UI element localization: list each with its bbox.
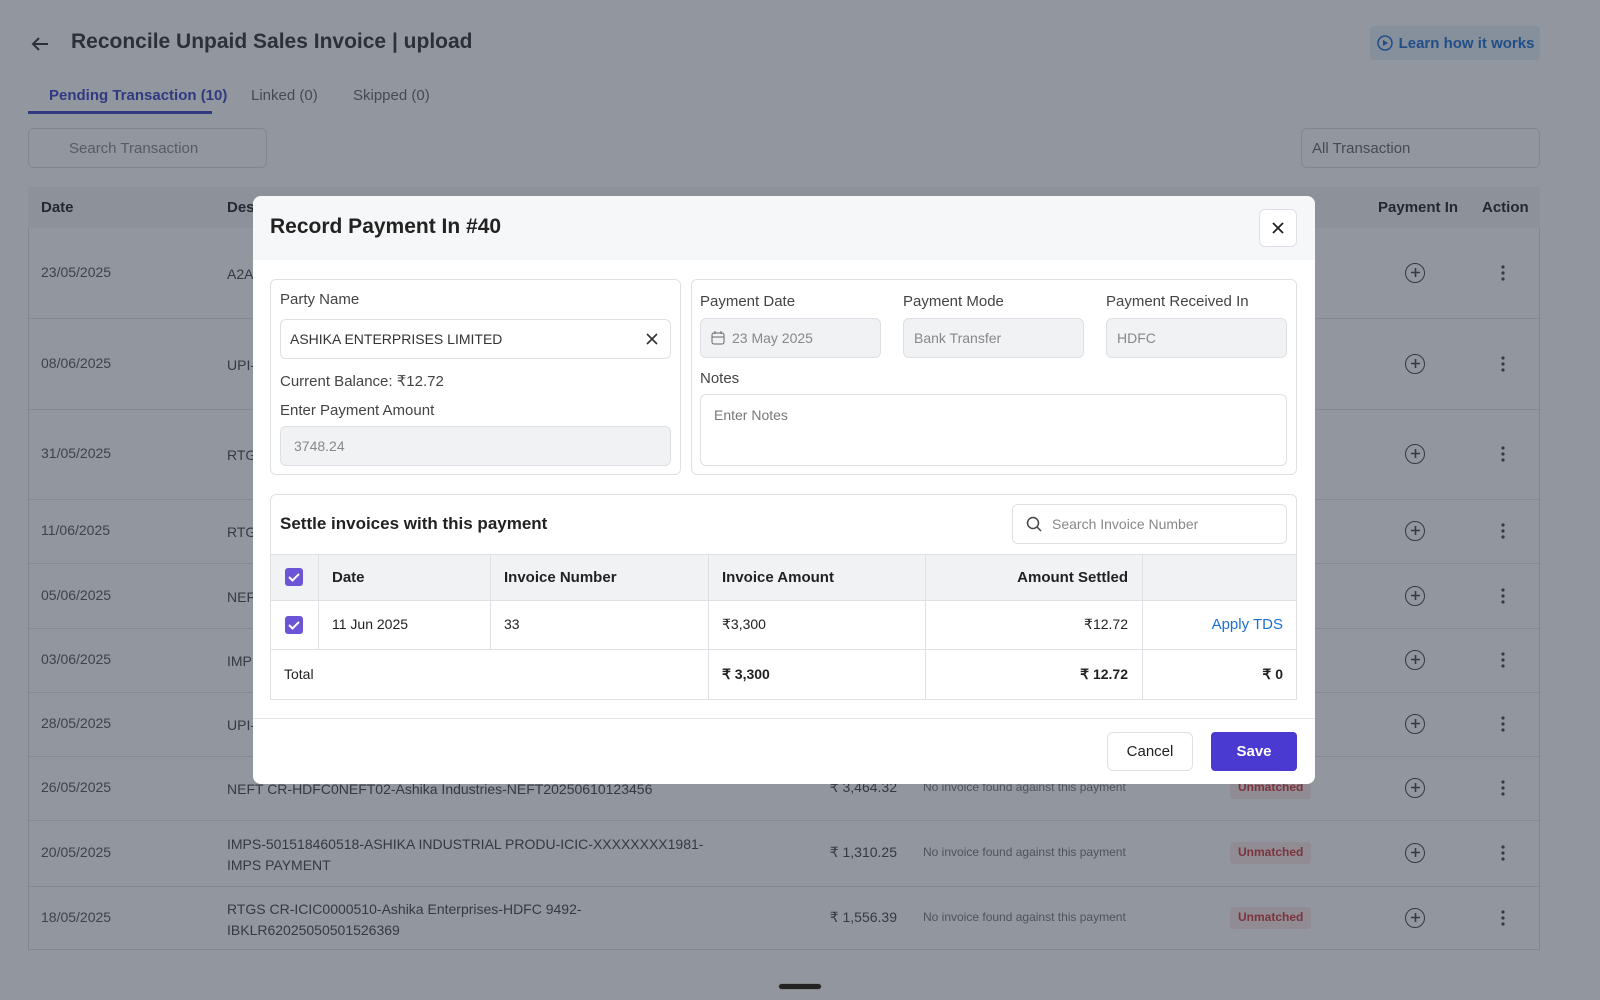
label: Notes <box>700 370 740 387</box>
invoice-header <box>270 554 1297 601</box>
total-settled: ₹ 12.72 <box>1080 666 1128 682</box>
column-header: Date <box>332 569 365 586</box>
mode-select[interactable]: Bank Transfer <box>903 318 1084 358</box>
settle-title: Settle invoices with this payment <box>280 514 548 533</box>
checkbox[interactable] <box>285 616 303 634</box>
balance: Current Balance: ₹12.72 <box>280 373 444 390</box>
label: Enter Payment Amount <box>280 402 435 419</box>
row-divider <box>270 649 1297 650</box>
column-header: Invoice Amount <box>722 569 834 586</box>
cancel-button[interactable]: Cancel <box>1107 732 1193 771</box>
invoice-amount: ₹3,300 <box>722 616 766 632</box>
notes-input[interactable]: Enter Notes <box>700 394 1287 466</box>
date-value: 23 May 2025 <box>732 330 813 346</box>
invoice-search[interactable]: Search Invoice Number <box>1012 504 1287 544</box>
party-input[interactable]: ASHIKA ENTERPRISES LIMITED <box>280 319 671 359</box>
save-button[interactable]: Save <box>1211 732 1297 771</box>
invoice-number: 33 <box>504 616 520 632</box>
invoice-date: 11 Jun 2025 <box>332 616 409 632</box>
close-button[interactable] <box>1259 209 1297 247</box>
label: Payment Mode <box>903 293 1004 310</box>
col-divider <box>708 554 709 700</box>
party-value: ASHIKA ENTERPRISES LIMITED <box>290 331 503 347</box>
label: Party Name <box>280 291 360 308</box>
label: Payment Received In <box>1106 293 1249 310</box>
search-placeholder: Search Invoice Number <box>1052 516 1199 532</box>
col-divider <box>1142 554 1143 700</box>
total-tds: ₹ 0 <box>1262 666 1283 682</box>
col-divider <box>1296 554 1297 700</box>
modal-header <box>253 196 1315 260</box>
received-select[interactable]: HDFC <box>1106 318 1287 358</box>
footer-divider <box>253 718 1315 719</box>
column-header: Amount Settled <box>1017 569 1128 586</box>
modal: Record Payment In #40 Party Name ASHIKA … <box>253 196 1315 784</box>
checkbox[interactable] <box>285 568 303 586</box>
amount-input[interactable]: 3748.24 <box>280 426 671 466</box>
total-amount: ₹ 3,300 <box>722 666 770 682</box>
date-select[interactable]: 23 May 2025 <box>700 318 881 358</box>
total-label: Total <box>284 666 314 682</box>
col-divider <box>490 554 491 649</box>
home-handle <box>778 983 822 990</box>
invoice-settled: ₹12.72 <box>1084 616 1128 632</box>
col-divider <box>318 554 319 649</box>
apply-tds-link[interactable]: Apply TDS <box>1211 616 1283 633</box>
modal-title: Record Payment In #40 <box>270 215 502 238</box>
label: Payment Date <box>700 293 796 310</box>
column-header: Invoice Number <box>504 569 617 586</box>
col-divider <box>270 554 271 700</box>
col-divider <box>925 554 926 700</box>
